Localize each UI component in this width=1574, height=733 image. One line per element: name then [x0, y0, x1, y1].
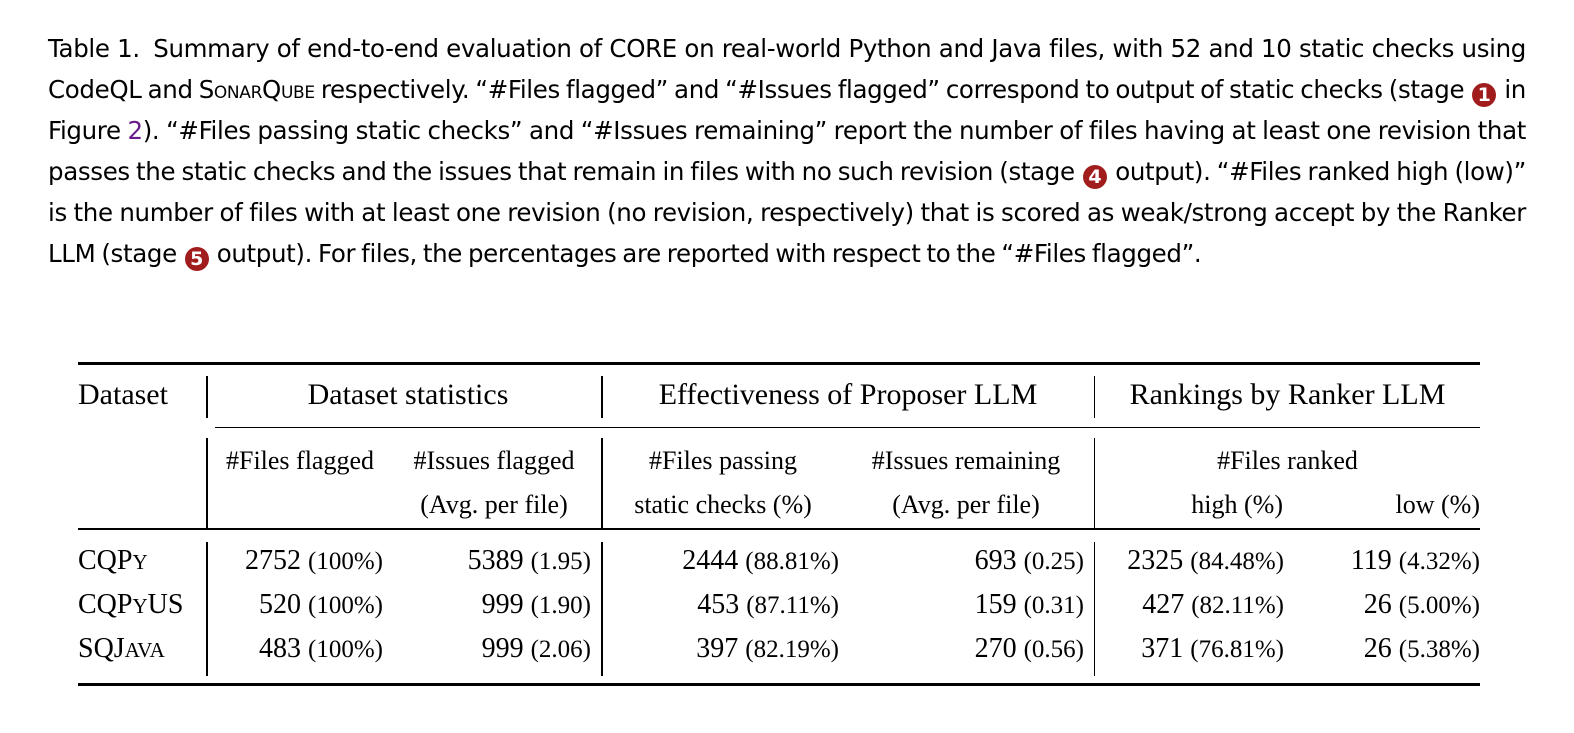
subheader-issues-flagged-avg: (Avg. per file) — [420, 490, 568, 519]
subheader-high: high (%) — [1191, 490, 1283, 519]
caption-sonarqube: SonarQube — [198, 75, 315, 104]
subheader-files-flagged: #Files flagged — [225, 446, 375, 475]
caption-text-1: Summary of end-to-end evaluation of CORE… — [48, 34, 1526, 104]
vline-proposer-mid — [1094, 438, 1095, 529]
cell-ranked-high: 2325 (84.48%) — [1127, 545, 1284, 576]
bottom-rule — [78, 683, 1480, 686]
group-header-rule — [215, 427, 1480, 428]
vline-proposer-top — [1094, 376, 1095, 418]
caption-text-5: output). “#Files ranked high (low)” is t… — [48, 157, 1526, 268]
vline-dataset-mid — [206, 438, 208, 529]
header-ranker: Rankings by Ranker LLM — [1129, 378, 1446, 411]
cell-files-flagged: 483 (100%) — [259, 633, 383, 664]
figure-ref-link[interactable]: 2 — [127, 116, 143, 145]
stage-1-badge: 1 — [1472, 83, 1497, 107]
cell-issues-flagged: 999 (2.06) — [481, 633, 591, 664]
stage-4-badge: 4 — [1082, 165, 1107, 189]
stage-5-badge: 5 — [184, 247, 209, 271]
cell-ranked-high: 371 (76.81%) — [1141, 633, 1284, 664]
cell-issues-remaining: 159 (0.31) — [974, 589, 1084, 620]
caption-text-3: in Figure — [48, 75, 1526, 145]
header-dataset: Dataset — [78, 378, 168, 411]
top-rule — [78, 362, 1480, 365]
subheader-files-passing: #Files passing — [648, 446, 798, 475]
subheader-files-ranked: #Files ranked — [1217, 446, 1358, 475]
cell-ranked-low: 26 (5.38%) — [1363, 633, 1480, 664]
row-dataset-name: CQPYUS — [78, 589, 184, 620]
vline-dataset-top — [206, 376, 208, 418]
cell-issues-remaining: 270 (0.56) — [974, 633, 1084, 664]
row-dataset-name: CQPY — [78, 545, 148, 576]
cell-issues-flagged: 999 (1.90) — [481, 589, 591, 620]
header-rule — [78, 528, 1480, 530]
cell-ranked-low: 26 (5.00%) — [1363, 589, 1480, 620]
caption-text-6: output). For files, the percentages are … — [216, 239, 1202, 268]
results-table: Dataset Dataset statistics Effectiveness… — [78, 362, 1480, 686]
cell-files-passing: 453 (87.11%) — [697, 589, 839, 620]
vline-stats-top — [601, 376, 603, 418]
header-dataset-statistics: Dataset statistics — [307, 378, 509, 411]
cell-files-passing: 397 (82.19%) — [696, 633, 839, 664]
cell-files-flagged: 2752 (100%) — [245, 545, 383, 576]
subheader-files-passing-pct: static checks (%) — [634, 490, 812, 519]
vline-dataset-body — [206, 542, 208, 676]
subheader-issues-remaining-avg: (Avg. per file) — [892, 490, 1040, 519]
caption-label: Table 1. — [48, 34, 140, 63]
subheader-issues-flagged: #Issues flagged — [413, 446, 575, 475]
header-proposer: Effectiveness of Proposer LLM — [658, 378, 1038, 411]
cell-ranked-low: 119 (4.32%) — [1350, 545, 1480, 576]
vline-stats-body — [601, 542, 603, 676]
cell-issues-remaining: 693 (0.25) — [974, 545, 1084, 576]
subheader-low: low (%) — [1395, 490, 1480, 519]
cell-files-passing: 2444 (88.81%) — [682, 545, 839, 576]
vline-stats-mid — [601, 438, 603, 529]
cell-ranked-high: 427 (82.11%) — [1142, 589, 1284, 620]
caption-text-2: respectively. “#Files flagged” and “#Iss… — [320, 75, 1465, 104]
table-caption: Table 1. Summary of end-to-end evaluatio… — [48, 28, 1526, 274]
row-dataset-name: SQJAVA — [78, 633, 165, 664]
caption-text-4: ). “#Files passing static checks” and “#… — [48, 116, 1526, 186]
cell-issues-flagged: 5389 (1.95) — [467, 545, 591, 576]
subheader-issues-remaining: #Issues remaining — [871, 446, 1061, 475]
cell-files-flagged: 520 (100%) — [259, 589, 383, 620]
vline-proposer-body — [1094, 542, 1095, 676]
